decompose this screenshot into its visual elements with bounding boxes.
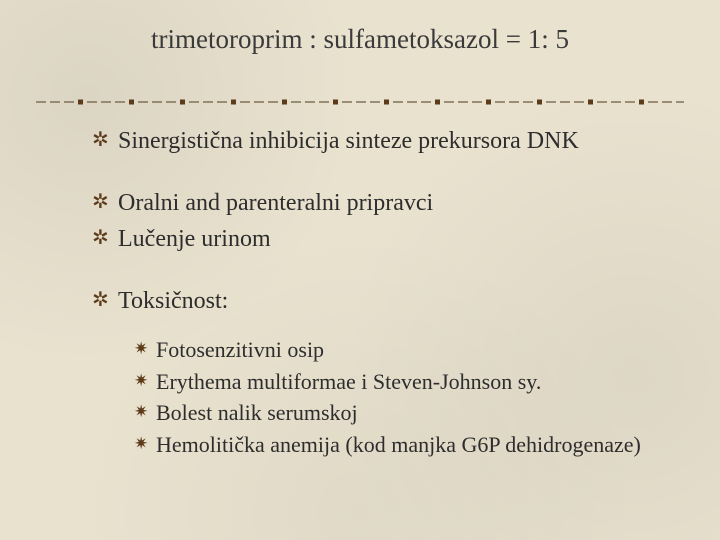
bullet-icon: ✲ [92,126,118,154]
sub-list-item: ✷ Bolest nalik serumskoj [134,399,680,427]
subitem-text: Hemolitička anemija (kod manjka G6P dehi… [156,431,680,459]
subitem-text: Erythema multiformae i Steven-Johnson sy… [156,368,680,396]
content-area: ✲ Sinergistična inhibicija sinteze preku… [92,126,680,462]
bullet-icon: ✷ [134,336,156,362]
divider-pattern [36,100,684,105]
bullet-icon: ✲ [92,286,118,314]
slide: trimetoroprim : sulfametoksazol = 1: 5 [0,0,720,540]
divider-line [36,96,684,108]
list-item: ✲ Oralni and parenteralni pripravci [92,188,680,218]
bullet-icon: ✷ [134,399,156,425]
subitem-text: Fotosenzitivni osip [156,336,680,364]
subitem-text: Bolest nalik serumskoj [156,399,680,427]
list-item: ✲ Toksičnost: [92,286,680,316]
item-text: Lučenje urinom [118,224,680,254]
list-item: ✲ Sinergistična inhibicija sinteze preku… [92,126,680,156]
bullet-icon: ✲ [92,224,118,252]
bullet-icon: ✲ [92,188,118,216]
item-text: Sinergistična inhibicija sinteze prekurs… [118,126,680,156]
bullet-icon: ✷ [134,368,156,394]
item-text: Toksičnost: [118,286,680,316]
sub-list-item: ✷ Fotosenzitivni osip [134,336,680,364]
sub-list-item: ✷ Hemolitička anemija (kod manjka G6P de… [134,431,680,459]
sub-list-item: ✷ Erythema multiformae i Steven-Johnson … [134,368,680,396]
list-item: ✲ Lučenje urinom [92,224,680,254]
item-text: Oralni and parenteralni pripravci [118,188,680,218]
bullet-icon: ✷ [134,431,156,457]
slide-title: trimetoroprim : sulfametoksazol = 1: 5 [0,24,720,55]
